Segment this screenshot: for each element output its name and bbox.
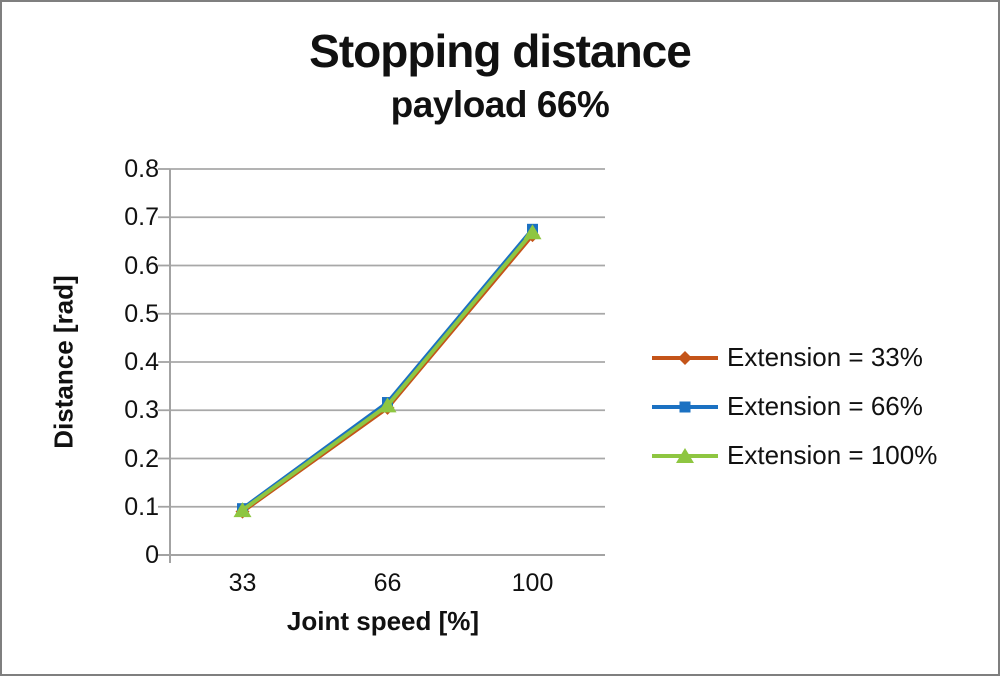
x-tick-label: 33 — [228, 569, 257, 597]
square-marker — [679, 401, 691, 412]
y-tick-label: 0.1 — [124, 492, 159, 521]
legend-label: Extension = 66% — [727, 391, 923, 421]
legend-label: Extension = 100% — [727, 440, 938, 470]
triangle-marker — [378, 397, 397, 413]
triangle-marker — [523, 224, 542, 240]
legend-item: Extension = 100% — [652, 431, 937, 480]
series-line — [240, 233, 535, 514]
y-tick-label: 0.8 — [124, 155, 159, 183]
legend-line-sample — [652, 401, 718, 412]
y-tick-label: 0.7 — [124, 203, 159, 232]
y-tick-label: 0 — [145, 541, 159, 569]
y-tick-label: 0.6 — [124, 251, 159, 280]
legend-line-sample — [652, 350, 718, 365]
y-axis-title: Distance [rad] — [48, 275, 79, 449]
chart-title: Stopping distance — [309, 25, 692, 77]
legend-line-sample — [652, 447, 718, 463]
y-tick-label: 0.3 — [124, 396, 159, 425]
diamond-marker — [678, 350, 692, 365]
y-tick-label: 0.5 — [124, 299, 159, 328]
legend-item: Extension = 66% — [652, 382, 937, 431]
x-tick-label: 100 — [511, 569, 554, 597]
triangle-marker — [676, 447, 694, 463]
y-tick-label: 0.4 — [124, 348, 159, 376]
legend-item: Extension = 33% — [652, 333, 937, 382]
x-axis-title: Joint speed [%] — [286, 606, 480, 636]
x-tick-label: 66 — [373, 569, 402, 597]
series-line — [240, 227, 535, 511]
series-line — [240, 230, 535, 513]
chart-subtitle: payload 66% — [390, 84, 610, 125]
y-tick-label: 0.2 — [124, 444, 159, 473]
legend: Extension = 33% Extension = 66% Extension … — [652, 333, 937, 480]
triangle-marker — [233, 502, 252, 518]
legend-label: Extension = 33% — [727, 342, 923, 372]
